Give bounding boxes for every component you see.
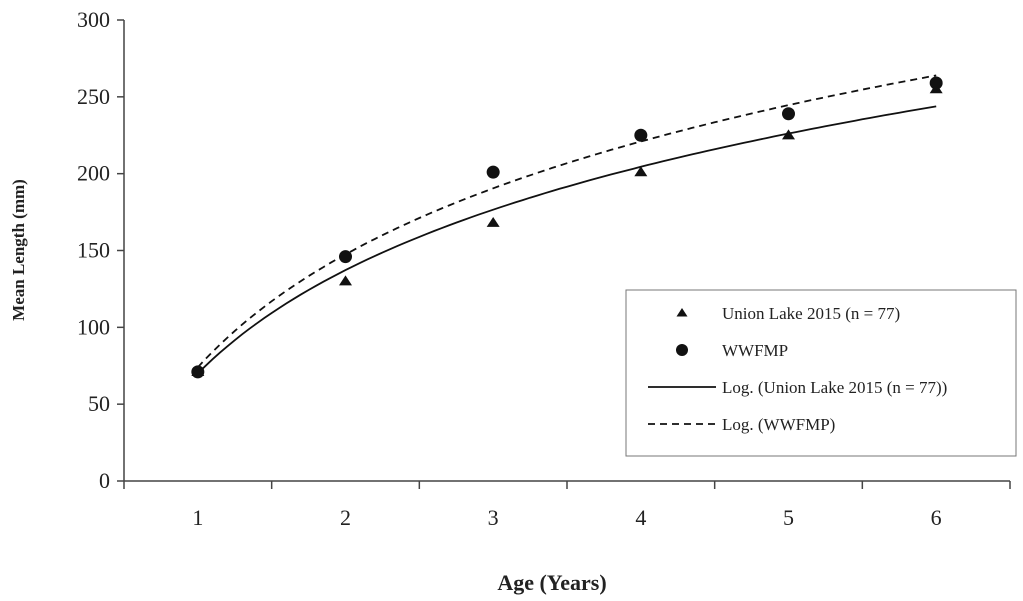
x-axis-ticks: 1 2 3 4 5 6 bbox=[123, 481, 1011, 530]
legend-triangle-icon bbox=[676, 308, 688, 317]
x-tick-label: 6 bbox=[931, 505, 942, 530]
y-tick-label: 100 bbox=[77, 314, 110, 339]
point-union-lake bbox=[486, 216, 500, 227]
point-union-lake bbox=[339, 275, 352, 286]
legend-label: Union Lake 2015 (n = 77) bbox=[722, 304, 900, 323]
x-tick-label: 4 bbox=[635, 505, 646, 530]
y-tick-label: 300 bbox=[77, 7, 110, 32]
x-tick-label: 2 bbox=[340, 505, 351, 530]
legend-label: Log. (WWFMP) bbox=[722, 415, 835, 434]
data-points bbox=[191, 76, 943, 379]
trendlines bbox=[197, 74, 937, 375]
point-wwfmp bbox=[929, 76, 943, 90]
y-tick-label: 150 bbox=[77, 238, 110, 263]
y-tick-label: 250 bbox=[77, 84, 110, 109]
trendline-union-lake bbox=[197, 105, 937, 375]
y-tick-label: 0 bbox=[99, 468, 110, 493]
y-axis-title: Mean Length (mm) bbox=[9, 179, 28, 321]
y-tick-label: 200 bbox=[77, 161, 110, 186]
legend-label: Log. (Union Lake 2015 (n = 77)) bbox=[722, 378, 947, 397]
x-tick-label: 3 bbox=[488, 505, 499, 530]
x-tick-label: 1 bbox=[192, 505, 203, 530]
point-union-lake bbox=[782, 129, 795, 140]
legend-label: WWFMP bbox=[722, 341, 788, 360]
x-tick-label: 5 bbox=[783, 505, 794, 530]
legend: Union Lake 2015 (n = 77) WWFMP Log. (Union… bbox=[625, 289, 1017, 457]
point-union-lake bbox=[634, 166, 648, 177]
point-wwfmp bbox=[191, 365, 205, 379]
point-wwfmp bbox=[339, 250, 352, 264]
legend-circle-icon bbox=[676, 344, 688, 356]
point-wwfmp bbox=[486, 165, 500, 179]
y-tick-label: 50 bbox=[88, 391, 110, 416]
point-wwfmp bbox=[782, 107, 795, 121]
y-axis-ticks: 0 50 100 150 200 250 300 bbox=[77, 7, 124, 493]
legend-box bbox=[625, 289, 1017, 457]
trendline-wwfmp bbox=[197, 74, 937, 368]
x-axis-title: Age (Years) bbox=[497, 570, 606, 595]
point-wwfmp bbox=[634, 128, 648, 142]
